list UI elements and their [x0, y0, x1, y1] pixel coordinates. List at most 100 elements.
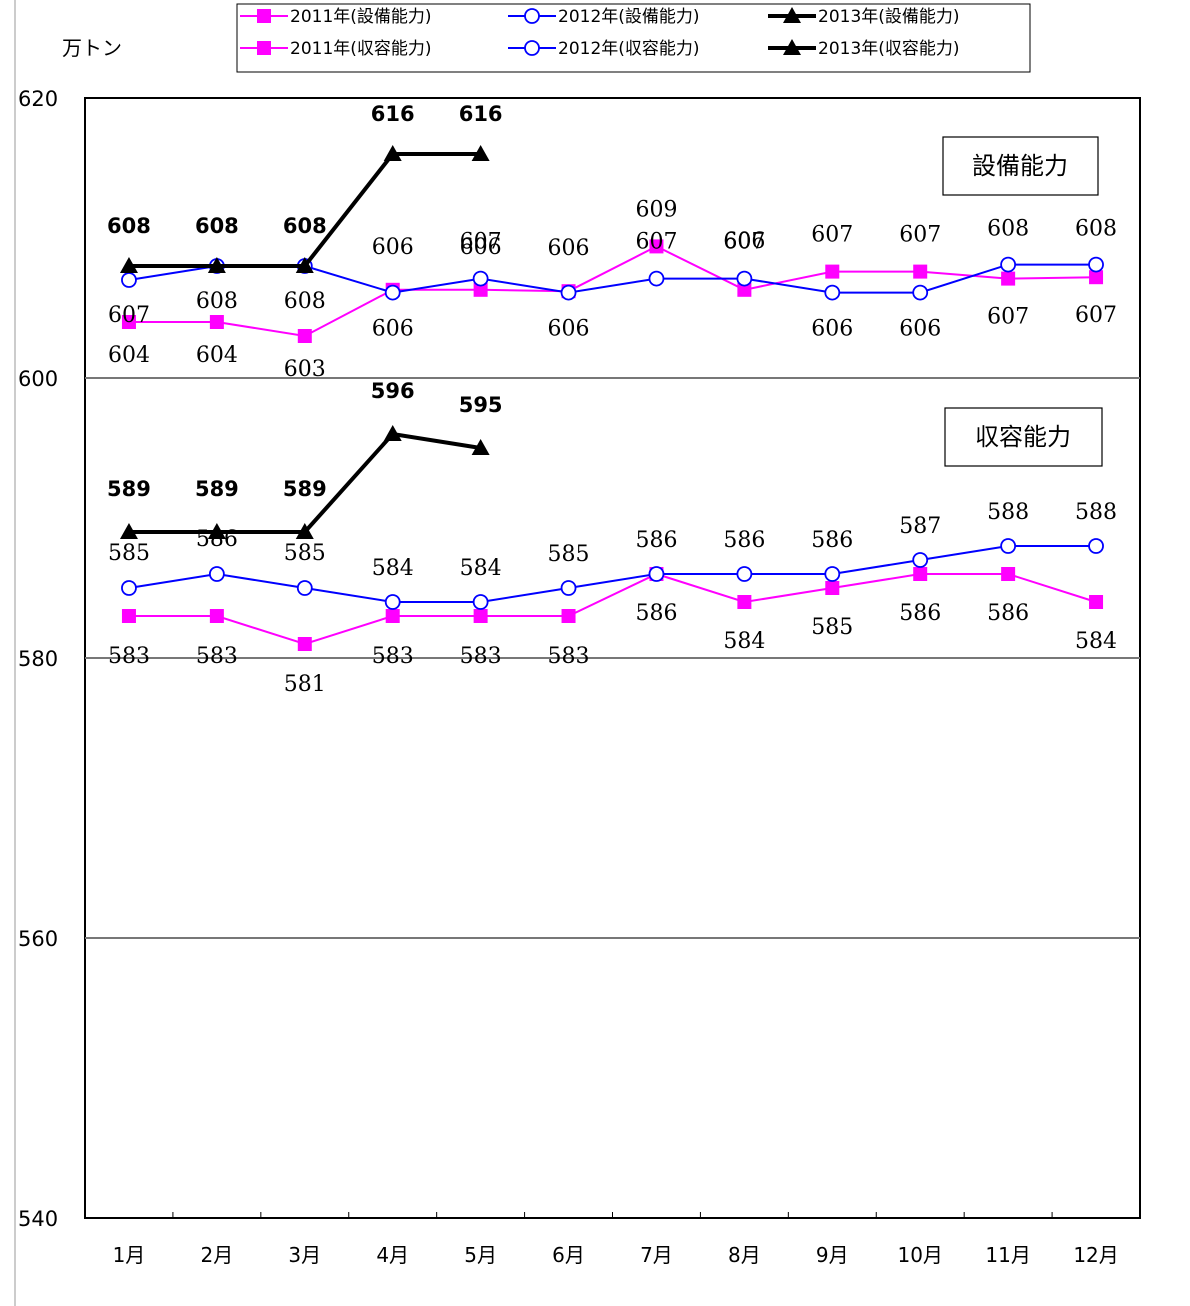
data-point-circle: [524, 40, 540, 56]
legend-label: 2013年(設備能力): [818, 7, 960, 27]
storage-capacity-label: 収容能力: [975, 423, 1071, 451]
data-label: 606: [811, 317, 853, 342]
legend-entry: 2012年(収容能力): [508, 39, 700, 59]
data-label: 585: [811, 615, 853, 640]
data-point-square: [257, 41, 271, 55]
data-point-circle: [121, 580, 137, 596]
data-label: 584: [460, 556, 502, 581]
data-point-square: [257, 9, 271, 23]
annotation-equipment: 設備能力: [942, 136, 1099, 196]
data-point-circle: [1088, 538, 1104, 554]
data-point-triangle: [295, 257, 314, 273]
data-point-square: [473, 609, 488, 623]
x-tick-label: 10月: [897, 1243, 942, 1267]
data-label: 609: [635, 197, 677, 222]
data-label: 608: [196, 289, 238, 314]
data-label: 607: [723, 230, 765, 255]
data-point-triangle: [783, 39, 801, 55]
data-label: 604: [108, 343, 150, 368]
data-label: 584: [723, 629, 765, 654]
data-label: 607: [811, 223, 853, 248]
data-point-square: [1089, 270, 1104, 285]
data-label: 607: [635, 230, 677, 255]
data-point-square: [825, 581, 840, 595]
legend-label: 2013年(収容能力): [818, 39, 960, 59]
data-point-circle: [912, 552, 929, 568]
data-point-circle: [824, 566, 841, 582]
data-point-square: [385, 609, 400, 623]
y-tick-label: 620: [18, 87, 58, 111]
series-path: [128, 245, 1097, 338]
x-tick-label: 5月: [464, 1243, 497, 1267]
data-label: 586: [635, 528, 677, 553]
x-tick-label: 11月: [985, 1243, 1030, 1267]
data-label: 585: [284, 541, 326, 566]
data-label: 606: [899, 317, 941, 342]
equipment-capacity-box: [942, 136, 1099, 196]
legend-entry: 2012年(設備能力): [508, 7, 700, 27]
unit-label: 万トン: [62, 36, 122, 60]
data-label: 584: [1075, 629, 1117, 654]
data-point-triangle: [383, 425, 402, 441]
data-point-circle: [472, 270, 489, 287]
data-label: 596: [371, 379, 415, 403]
data-point-circle: [648, 270, 665, 287]
data-point-square: [297, 637, 312, 651]
data-label: 607: [987, 305, 1029, 330]
y-tick-label: 580: [18, 647, 58, 671]
data-label: 604: [196, 343, 238, 368]
data-point-triangle: [783, 7, 801, 23]
x-tick-label: 7月: [640, 1243, 673, 1267]
annotation-storage: 収容能力: [944, 407, 1103, 467]
data-point-square: [121, 609, 136, 623]
data-point-square: [1001, 271, 1016, 286]
data-point-triangle: [471, 439, 490, 455]
legend-label: 2011年(設備能力): [290, 7, 432, 27]
data-label: 583: [548, 644, 590, 669]
data-point-circle: [560, 284, 577, 301]
data-label: 608: [1075, 217, 1117, 242]
data-point-circle: [1000, 256, 1017, 273]
data-label: 583: [108, 644, 150, 669]
data-point-circle: [1000, 538, 1017, 554]
data-label: 608: [987, 217, 1029, 242]
data-label: 588: [1075, 500, 1117, 525]
data-point-circle: [524, 8, 540, 24]
data-point-triangle: [295, 523, 314, 539]
y-tick-label: 560: [18, 927, 58, 951]
data-point-circle: [648, 566, 665, 582]
data-label: 583: [372, 644, 414, 669]
data-label: 586: [635, 601, 677, 626]
data-label: 607: [108, 303, 150, 328]
legend-label: 2012年(収容能力): [558, 39, 700, 59]
legend-box: [236, 3, 1031, 73]
series-line: 589 589 589 596 595: [107, 379, 503, 539]
data-point-square: [913, 264, 928, 279]
data-point-square: [913, 567, 928, 581]
data-label: 581: [284, 672, 326, 697]
series-line: 608 608 608 616 616: [107, 102, 503, 273]
x-tick-label: 9月: [816, 1243, 849, 1267]
data-label: 607: [460, 230, 502, 255]
data-point-square: [737, 595, 752, 609]
legend: 2011年(設備能力) 2012年(設備能力) 2013年(設備能力) 2011年(収…: [236, 3, 1031, 73]
data-point-circle: [912, 284, 929, 301]
data-point-square: [297, 329, 312, 343]
data-point-triangle: [207, 257, 226, 273]
data-label: 606: [548, 317, 590, 342]
data-label: 588: [987, 500, 1029, 525]
data-label: 606: [548, 236, 590, 261]
data-point-square: [121, 315, 136, 329]
legend-label: 2012年(設備能力): [558, 7, 700, 27]
data-point-circle: [736, 566, 753, 582]
data-label: 616: [459, 102, 503, 126]
data-label: 583: [196, 644, 238, 669]
data-point-triangle: [207, 523, 226, 539]
data-label: 585: [108, 541, 150, 566]
x-tick-label: 12月: [1073, 1243, 1118, 1267]
data-point-circle: [1088, 256, 1104, 273]
